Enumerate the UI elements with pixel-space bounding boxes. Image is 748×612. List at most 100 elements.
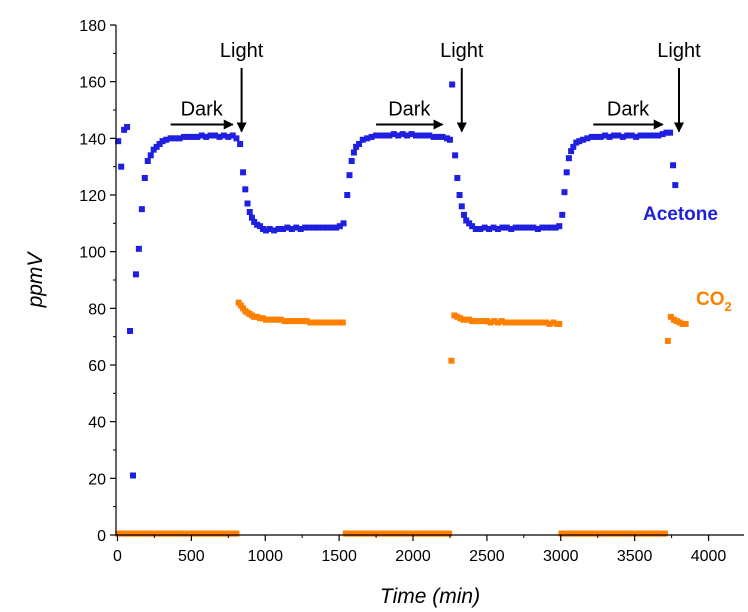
acetone-point [284, 224, 291, 231]
acetone-point [584, 135, 591, 142]
co2-point [296, 318, 303, 325]
acetone-point [597, 133, 604, 140]
acetone-point [266, 226, 273, 232]
acetone-point [237, 141, 244, 147]
co2-point [472, 318, 479, 325]
co2-point [546, 320, 553, 327]
acetone-point [552, 224, 559, 231]
light-label: Light [220, 40, 264, 62]
acetone-point [189, 133, 196, 140]
acetone-point [348, 158, 355, 164]
co2-point [274, 316, 281, 323]
acetone-point [556, 223, 563, 230]
co2-point [339, 319, 346, 326]
acetone-point [670, 162, 677, 169]
acetone-point [381, 132, 388, 139]
acetone-point [144, 158, 151, 164]
co2-point [233, 530, 240, 537]
acetone-point [350, 149, 357, 156]
acetone-point [417, 132, 424, 139]
acetone-point [336, 223, 343, 230]
acetone-point [275, 226, 282, 232]
acetone-point [421, 132, 428, 139]
x-tick-label: 3500 [617, 548, 653, 565]
acetone-point [408, 131, 415, 138]
x-tick-label: 0 [113, 548, 122, 565]
x-tick-label: 4000 [691, 548, 727, 565]
acetone-point [508, 226, 515, 232]
acetone-point [198, 132, 205, 139]
co2-point [491, 318, 498, 325]
co2-point [664, 337, 671, 344]
acetone-point [172, 135, 179, 142]
co2-point [329, 319, 336, 326]
acetone-point [452, 152, 459, 159]
acetone-point [646, 132, 653, 139]
acetone-point [346, 172, 353, 179]
acetone-point [559, 211, 566, 218]
co2-point [550, 319, 557, 326]
acetone-point [430, 133, 437, 140]
acetone-point [530, 224, 537, 231]
acetone-point [138, 206, 145, 213]
co2-point [509, 319, 516, 326]
acetone-point [602, 132, 609, 139]
acetone-point [593, 133, 600, 140]
acetone-point [167, 135, 174, 142]
acetone-point [477, 226, 484, 232]
acetone-point [390, 131, 397, 138]
acetone-point [324, 224, 331, 231]
co2-point [281, 318, 288, 325]
acetone-point [628, 132, 635, 139]
acetone-point [386, 132, 393, 139]
co2-point [520, 319, 527, 326]
acetone-point [521, 224, 528, 231]
acetone-point [356, 141, 363, 147]
y-tick-label: 0 [97, 528, 106, 545]
y-tick-label: 20 [88, 471, 106, 488]
co2-point [506, 319, 513, 326]
co2-point [480, 318, 487, 325]
acetone-point [176, 135, 183, 142]
co2-point [446, 530, 453, 537]
acetone-point [220, 132, 227, 139]
co2-subscript: 2 [725, 299, 732, 314]
co2-point [476, 318, 483, 325]
acetone-point [663, 129, 670, 136]
acetone-point [512, 224, 519, 231]
acetone-point [262, 227, 269, 234]
x-axis-title: Time (min) [380, 585, 480, 608]
co2-point [469, 318, 476, 325]
co2-point [292, 318, 299, 325]
acetone-point [163, 136, 170, 143]
acetone-point [539, 224, 546, 231]
acetone-point [579, 136, 586, 143]
acetone-point [439, 133, 446, 140]
acetone-point [561, 189, 568, 196]
acetone-point [454, 175, 461, 181]
acetone-point [132, 271, 139, 278]
y-tick-label: 180 [79, 18, 106, 35]
acetone-point [633, 133, 640, 140]
data-marks [115, 81, 689, 537]
acetone-point [129, 472, 136, 479]
co2-point [528, 319, 535, 326]
acetone-point [435, 133, 442, 140]
dark-label: Dark [388, 99, 431, 121]
acetone-point [297, 226, 304, 232]
acetone-point [426, 132, 433, 139]
dark-label: Dark [607, 99, 650, 121]
acetone-point [333, 224, 340, 231]
acetone-point [229, 132, 236, 139]
co2-point [333, 319, 340, 326]
acetone-point [242, 186, 249, 193]
acetone-point [458, 203, 465, 210]
acetone-point [543, 224, 550, 231]
acetone-point [364, 135, 371, 142]
acetone-point [526, 224, 533, 231]
y-tick-label: 100 [79, 245, 106, 262]
acetone-point [534, 226, 541, 232]
acetone-point [319, 224, 326, 231]
acetone-point [248, 214, 255, 221]
